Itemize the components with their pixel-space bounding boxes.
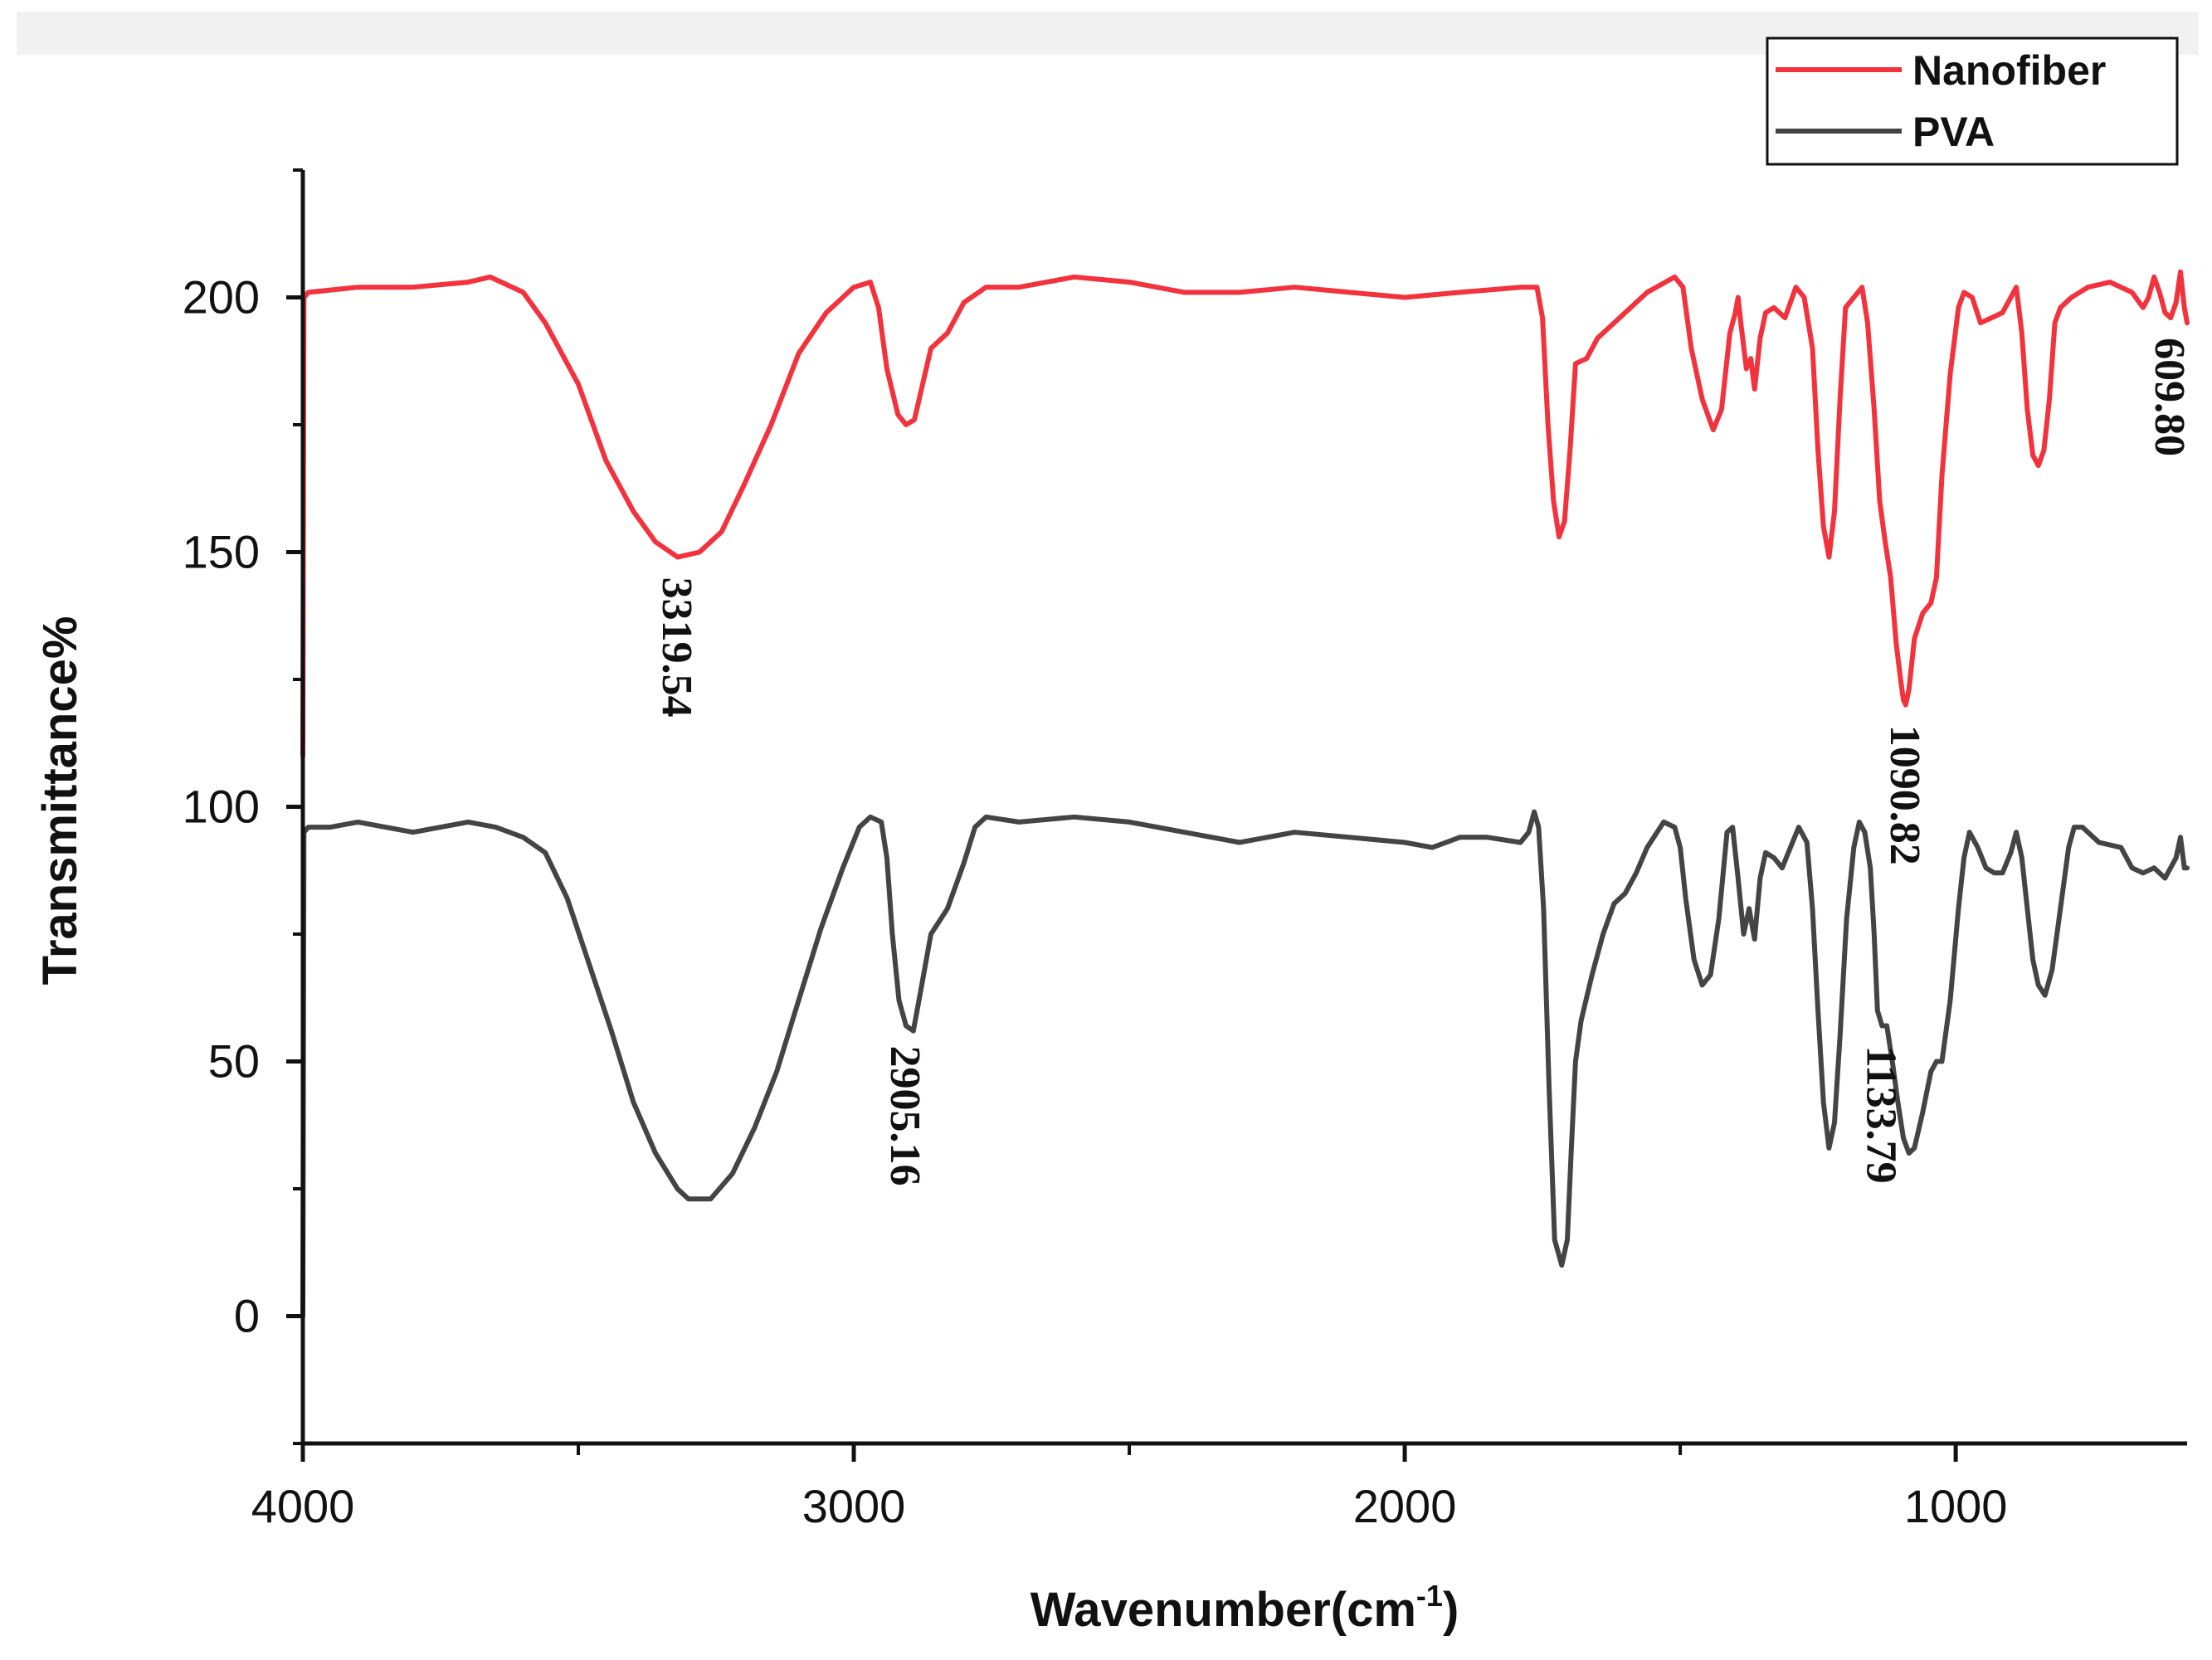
peak-label-1090-82: 1090.82: [1881, 725, 1928, 865]
annotation-layer: 3319.54 1090.82 609.80 2905.16 1133.79: [653, 338, 2193, 1185]
x-axis-title: Wavenumber(cm-1): [1030, 1579, 1459, 1637]
x-tick-label: 4000: [251, 1480, 355, 1532]
x-tick-label: 1000: [1904, 1480, 2008, 1532]
y-tick-label: 0: [234, 1290, 260, 1342]
peak-label-2905-16: 2905.16: [881, 1046, 928, 1186]
x-tick-label: 2000: [1353, 1480, 1457, 1532]
series-layer: [300, 269, 2190, 1319]
peak-label-3319-54: 3319.54: [653, 577, 700, 718]
legend-box: [1766, 37, 2179, 166]
y-tick-label: 100: [183, 781, 260, 833]
peak-label-1133-79: 1133.79: [1857, 1046, 1904, 1184]
x-axis-title-main: Wavenumber(cm: [1030, 1583, 1416, 1637]
series-line-pva: [300, 809, 2190, 1319]
legend: Nanofiber PVA: [1766, 37, 2179, 166]
peak-label-609-80: 609.80: [2146, 338, 2193, 456]
y-tick-label: 50: [208, 1035, 260, 1088]
y-axis-title: Transmittance%: [33, 616, 87, 986]
legend-label-pva: PVA: [1912, 109, 1995, 155]
x-axis-title-close: ): [1443, 1583, 1459, 1637]
series-line-nanofiber: [300, 269, 2190, 759]
legend-label-nanofiber: Nanofiber: [1912, 47, 2106, 94]
y-tick-label: 200: [183, 271, 260, 324]
tick-layer: 4000 3000 2000 1000 0 50 100 150 200: [183, 168, 2008, 1532]
x-axis-title-superscript: -1: [1416, 1579, 1443, 1613]
y-tick-label: 150: [183, 526, 260, 578]
x-tick-label: 3000: [802, 1480, 906, 1532]
